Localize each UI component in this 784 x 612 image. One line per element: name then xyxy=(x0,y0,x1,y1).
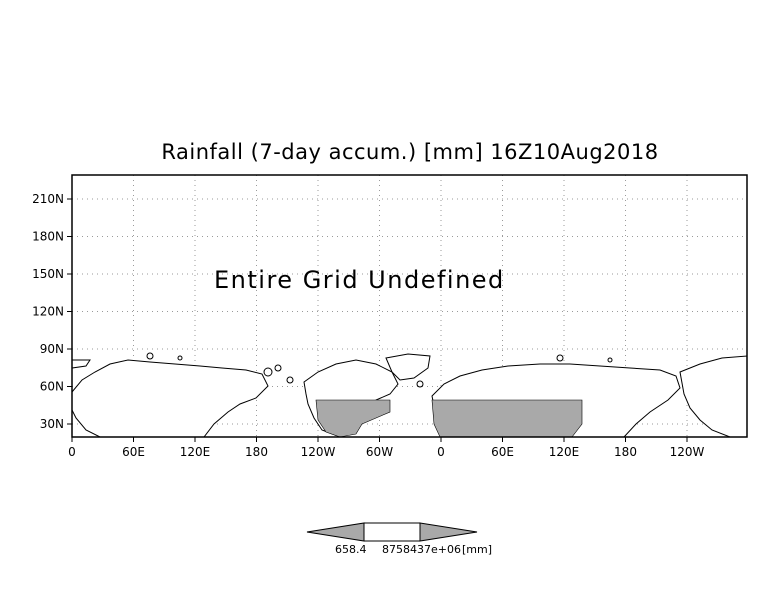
island xyxy=(177,355,183,361)
x-axis: 0 60E 120E 180 120W 60W 0 60E 120E 180 120W xyxy=(68,437,705,459)
island xyxy=(146,352,154,360)
colorbar-unit: [mm] xyxy=(462,543,492,556)
y-tick-label: 60N xyxy=(40,380,64,394)
x-tick-label: 180 xyxy=(245,445,268,459)
island xyxy=(416,380,424,388)
y-tick-label: 30N xyxy=(40,417,64,431)
x-tick-label: 0 xyxy=(68,445,76,459)
shaded-regions xyxy=(315,399,583,438)
y-tick-label: 210N xyxy=(32,192,64,206)
island xyxy=(274,364,282,372)
land-north-america-right xyxy=(679,355,748,438)
x-tick-label: 0 xyxy=(437,445,445,459)
x-tick-label: 180 xyxy=(614,445,637,459)
colorbar-segment xyxy=(363,522,421,542)
x-tick-label: 60W xyxy=(366,445,393,459)
shaded-region xyxy=(315,399,391,438)
island xyxy=(263,367,273,377)
land-masses xyxy=(71,352,748,438)
x-tick-label: 120W xyxy=(670,445,705,459)
plot-frame xyxy=(71,174,748,438)
gridlines xyxy=(72,175,747,437)
land-eurasia-west xyxy=(71,359,269,438)
y-tick-label: 150N xyxy=(32,267,64,281)
land-greenland-left xyxy=(71,359,91,369)
x-tick-label: 60E xyxy=(122,445,145,459)
y-tick-label: 120N xyxy=(32,305,64,319)
island xyxy=(286,376,294,384)
island xyxy=(556,354,564,362)
colorbar-right-arrow xyxy=(419,522,478,542)
y-tick-label: 90N xyxy=(40,342,64,356)
y-axis: 30N 60N 90N 120N 150N 180N 210N xyxy=(32,192,72,431)
undefined-message: Entire Grid Undefined xyxy=(214,266,505,294)
island xyxy=(607,357,613,363)
x-tick-label: 120W xyxy=(301,445,336,459)
colorbar: 658.4 8758437e+06 [mm] xyxy=(306,522,492,556)
colorbar-label-low: 658.4 xyxy=(335,543,367,556)
colorbar-label-high: 8758437e+06 xyxy=(382,543,461,556)
x-tick-label: 120E xyxy=(180,445,211,459)
x-tick-label: 120E xyxy=(549,445,580,459)
colorbar-left-arrow xyxy=(306,522,365,542)
x-tick-label: 60E xyxy=(491,445,514,459)
chart-title: Rainfall (7-day accum.) [mm] 16Z10Aug201… xyxy=(161,140,659,164)
land-greenland xyxy=(385,353,431,381)
y-tick-label: 180N xyxy=(32,230,64,244)
shaded-region xyxy=(431,399,583,438)
